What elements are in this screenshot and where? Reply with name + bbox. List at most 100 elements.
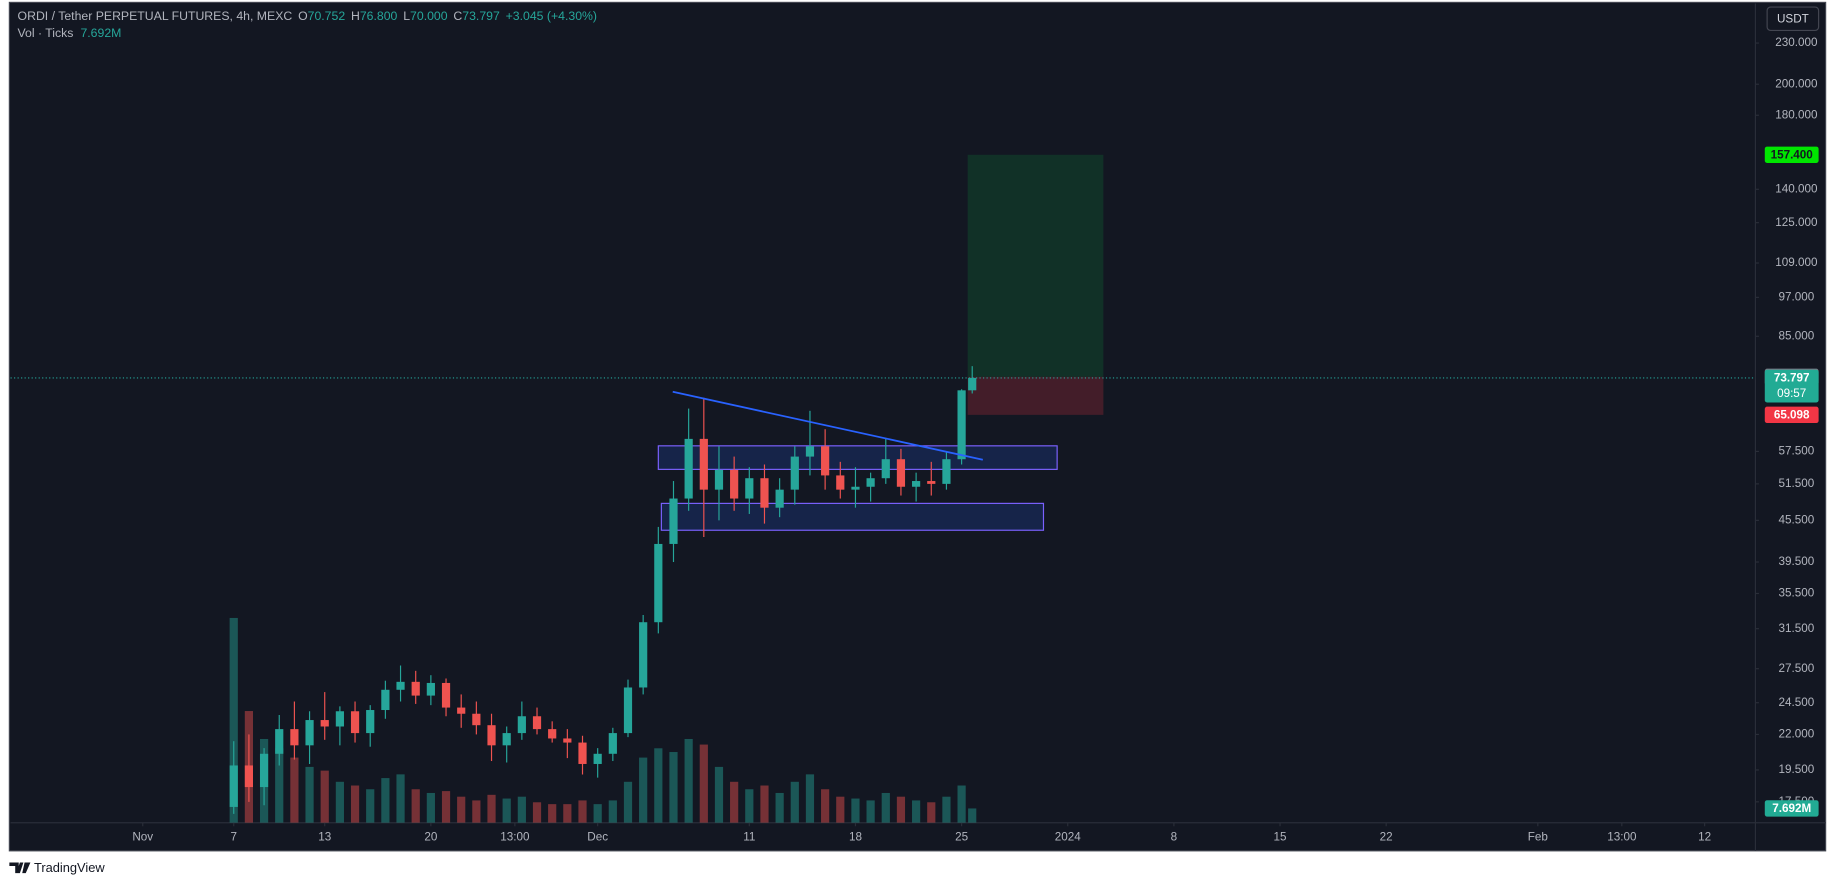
candle-body — [623, 687, 633, 734]
volume-bar — [968, 808, 977, 823]
candle-body — [320, 720, 329, 727]
candle-body — [381, 689, 390, 711]
y-tick-label: 97.000 — [1779, 290, 1815, 303]
loss-zone — [967, 376, 1104, 415]
y-tick-label: 31.500 — [1779, 622, 1815, 635]
volume-bar — [275, 748, 284, 823]
volume-bar — [896, 796, 906, 823]
axes: 230.000 200.000 180.000 140.000 125.000 109.0… — [132, 36, 1819, 843]
candle-body — [639, 622, 648, 688]
volume-bar — [866, 800, 875, 823]
last-price-tag-bg — [1764, 369, 1819, 403]
volume-bar — [593, 804, 602, 823]
volume-bar — [836, 796, 845, 823]
currency-button[interactable]: USDT — [1766, 6, 1820, 32]
ohlc-key: L — [403, 9, 410, 23]
volume-bar — [532, 802, 542, 823]
volume-bar — [472, 800, 481, 823]
y-tick-label: 125.000 — [1775, 216, 1818, 229]
candle-body — [593, 753, 602, 764]
candle-body — [912, 481, 921, 487]
plot-area — [10, 154, 1756, 823]
candle-body — [684, 438, 693, 499]
candle-body — [760, 478, 769, 508]
x-tick-label: 20 — [424, 830, 438, 843]
y-tick-label: 24.500 — [1779, 696, 1815, 709]
candle-body — [745, 478, 754, 499]
y-tick-label: 230.000 — [1775, 36, 1818, 49]
volume-bar — [912, 800, 921, 823]
candle-body — [851, 486, 860, 490]
volume-bar — [548, 804, 557, 823]
candle-body — [578, 742, 587, 764]
volume-tag: 7.692M — [1772, 802, 1811, 815]
candle-body — [866, 478, 875, 487]
candle-body — [608, 733, 617, 754]
x-tick-label: 2024 — [1055, 830, 1082, 843]
watermark: TradingView — [9, 860, 105, 875]
candle-body — [563, 738, 572, 743]
x-tick-label: 12 — [1698, 830, 1711, 843]
candle-body — [532, 716, 542, 730]
candle-body — [790, 456, 799, 490]
y-tick-label: 39.500 — [1779, 555, 1815, 568]
volume-bar — [366, 789, 375, 823]
volume-bar — [487, 794, 496, 823]
candle-body — [411, 681, 420, 696]
volume-bar — [805, 774, 815, 823]
volume-bar — [730, 781, 739, 823]
y-tick-label: 180.000 — [1775, 108, 1818, 121]
x-tick-label: Nov — [132, 830, 153, 843]
candle-body — [244, 765, 254, 788]
y-tick-label: 27.500 — [1779, 662, 1815, 675]
volume-bar — [699, 744, 708, 823]
candle-body — [487, 725, 496, 746]
volume-bar — [851, 798, 860, 823]
ohlc-value: 70.752 — [308, 9, 346, 23]
volume-bar — [745, 789, 754, 823]
profit-zone — [967, 154, 1104, 377]
target-tag-bg — [1764, 146, 1819, 163]
y-tick-label: 35.500 — [1779, 587, 1815, 600]
volume-bar — [790, 781, 799, 823]
legend: ORDI / Tether PERPETUAL FUTURES, 4h, MEX… — [18, 9, 597, 40]
candle-body — [275, 729, 284, 754]
y-tick-label: 45.500 — [1779, 513, 1815, 526]
y-tick-label: 109.000 — [1775, 256, 1818, 269]
logo-icon — [9, 862, 31, 874]
x-tick-label: 7 — [230, 830, 237, 843]
candle-body — [805, 446, 815, 457]
candle-body — [896, 459, 906, 487]
trend-line — [672, 390, 984, 461]
volume-bar — [669, 752, 678, 823]
volume-bar — [821, 789, 830, 823]
candle-body — [968, 377, 977, 391]
y-tick-label: 200.000 — [1775, 77, 1818, 90]
candle-body — [457, 707, 466, 714]
currency-button-frame[interactable] — [1766, 6, 1820, 32]
candle-body — [517, 716, 526, 734]
volume-bar — [760, 785, 769, 823]
candle-body — [836, 475, 845, 490]
currency-label[interactable]: USDT — [1777, 12, 1809, 25]
x-tick-label: 11 — [743, 830, 755, 843]
x-tick-label: 13 — [318, 830, 331, 843]
stop-tag: 65.098 — [1774, 409, 1810, 422]
volume-bar — [457, 796, 466, 823]
volume-bar — [942, 796, 951, 823]
candle-body — [290, 729, 299, 746]
volume-bar — [623, 781, 633, 823]
x-tick-label: 15 — [1274, 830, 1287, 843]
candle-body — [714, 469, 724, 490]
last-price-tag: 73.797 — [1774, 372, 1810, 385]
candle-body — [426, 682, 435, 696]
candle-body — [366, 710, 375, 734]
logo-text: TradingView — [34, 860, 105, 875]
x-tick-label: Feb — [1528, 830, 1549, 843]
last-price-tag-countdown: 09:57 — [1777, 387, 1806, 400]
volume-bar — [229, 617, 238, 823]
change-value: +3.045 (+4.30%) — [506, 9, 597, 23]
stop-tag-bg — [1764, 406, 1819, 424]
candle-body — [472, 713, 481, 726]
